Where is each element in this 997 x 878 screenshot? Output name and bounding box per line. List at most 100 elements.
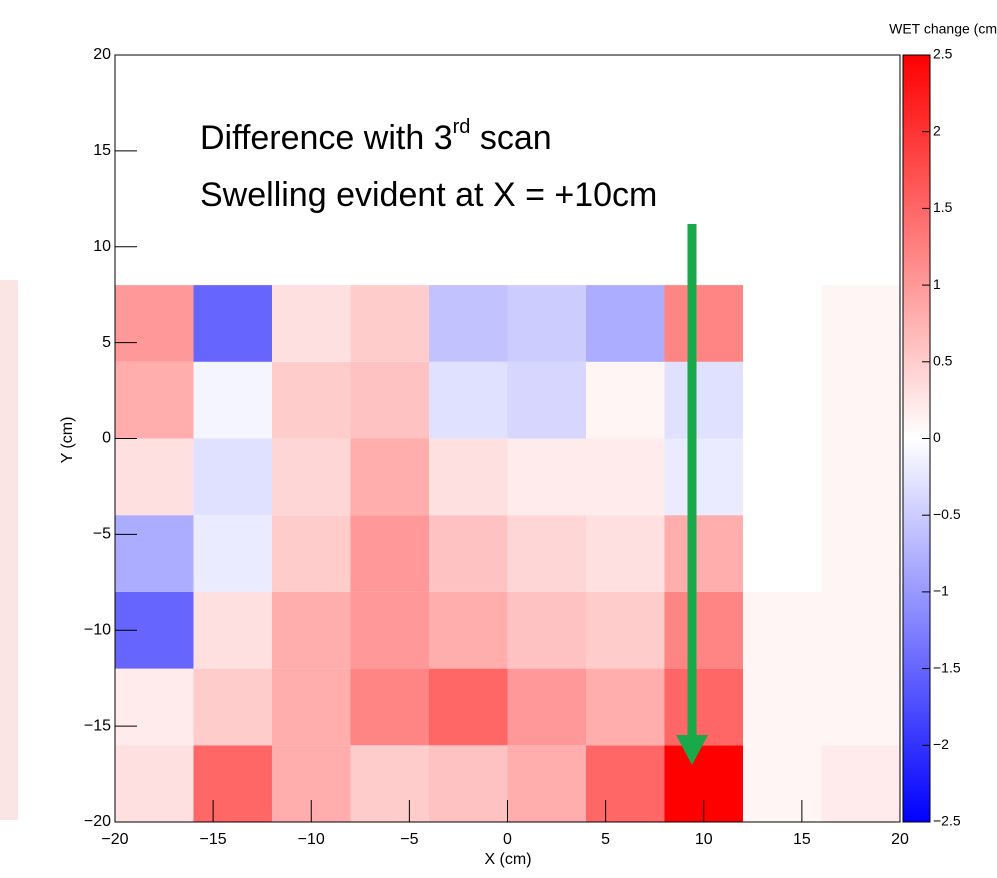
annotation-sup: rd (453, 116, 471, 138)
heat-cell (193, 361, 272, 439)
heat-cell (586, 591, 665, 669)
heat-cell (115, 361, 194, 439)
heat-cell (743, 438, 822, 516)
heat-cell (507, 285, 586, 362)
x-tick-label: 10 (695, 831, 713, 848)
heat-cell (507, 515, 586, 592)
heat-cell (429, 668, 508, 746)
heat-cell (821, 438, 900, 516)
annotation: Swelling evident at X = +10cm (200, 176, 657, 214)
heat-cell (429, 745, 508, 822)
heat-cell (586, 515, 665, 592)
heat-cell (664, 515, 743, 592)
heat-cell (115, 438, 194, 516)
heat-cell (821, 668, 900, 746)
heat-cell (664, 285, 743, 362)
heat-cell (272, 591, 351, 669)
colorbar-tick-label: 1 (933, 276, 941, 292)
y-tick-label: 15 (93, 142, 111, 159)
heat-cell (743, 591, 822, 669)
annotation-text: Difference with 3 (200, 119, 453, 157)
heat-cell (586, 745, 665, 822)
heat-cell (272, 361, 351, 439)
heat-cell (350, 745, 429, 822)
y-tick-label: −20 (84, 813, 111, 830)
heat-cell (350, 668, 429, 746)
y-axis-label: Y (cm) (59, 417, 76, 464)
heat-cell (821, 745, 900, 822)
heat-cell (272, 515, 351, 592)
heat-cell (115, 745, 194, 822)
y-tick-label: 10 (93, 238, 111, 255)
annotation-text: scan (470, 119, 551, 157)
heat-cell (429, 285, 508, 362)
y-tick-label: 5 (102, 334, 111, 351)
colorbar-tick-label: 0.5 (933, 353, 953, 369)
heat-cell (586, 361, 665, 439)
heat-cell (272, 285, 351, 362)
heat-cell (429, 361, 508, 439)
heat-cell (507, 438, 586, 516)
heat-cell (743, 285, 822, 362)
heat-cell (115, 515, 194, 592)
colorbar-label: WET change (cm (889, 21, 997, 37)
heat-cell (821, 515, 900, 592)
x-tick-label: 0 (503, 831, 512, 848)
heat-cell (507, 668, 586, 746)
heat-cell (272, 668, 351, 746)
heat-cell (429, 438, 508, 516)
heat-cell (429, 515, 508, 592)
y-tick-label: 20 (93, 46, 111, 63)
y-tick-label: −5 (93, 526, 111, 543)
heat-cell (743, 361, 822, 439)
heat-cell (664, 361, 743, 439)
colorbar-tick-label: 0 (933, 429, 941, 445)
y-tick-label: −15 (84, 717, 111, 734)
heat-cell (272, 438, 351, 516)
x-axis-label: X (cm) (484, 851, 531, 868)
x-tick-label: −15 (200, 831, 227, 848)
heat-cell (193, 438, 272, 516)
x-tick-label: −20 (101, 831, 128, 848)
heat-cell (821, 591, 900, 669)
heat-cell (507, 745, 586, 822)
heat-cell (193, 745, 272, 822)
colorbar-tick-label: −0.5 (933, 506, 961, 522)
arrow-head (676, 735, 708, 765)
heat-cell (664, 591, 743, 669)
heat-cell (350, 361, 429, 439)
heat-cell (350, 285, 429, 362)
x-tick-label: 5 (601, 831, 610, 848)
heat-cell (193, 668, 272, 746)
colorbar-tick-label: −2 (933, 736, 949, 752)
heat-cell (586, 285, 665, 362)
heat-cell (115, 668, 194, 746)
colorbar-tick-label: −1.5 (933, 659, 961, 675)
annotation: Difference with 3rd scan (200, 116, 552, 157)
x-tick-label: 15 (793, 831, 811, 848)
y-tick-label: −10 (84, 621, 111, 638)
heat-cell (350, 591, 429, 669)
heat-cell (664, 438, 743, 516)
x-tick-label: 20 (891, 831, 909, 848)
heat-cell (193, 285, 272, 362)
x-tick-label: −10 (298, 831, 325, 848)
heat-cell (743, 745, 822, 822)
heat-cell (586, 668, 665, 746)
heat-cell (743, 668, 822, 746)
heat-cell (350, 515, 429, 592)
colorbar-tick-label: −1 (933, 583, 949, 599)
colorbar-tick-label: 2 (933, 122, 941, 138)
heat-cell (115, 285, 194, 362)
heat-cell (507, 591, 586, 669)
y-tick-label: 0 (102, 430, 111, 447)
neighbor-panel-edge (0, 280, 18, 820)
heat-cell (507, 361, 586, 439)
heat-cell (821, 361, 900, 439)
heat-cell (193, 515, 272, 592)
colorbar-tick-label: 2.5 (933, 46, 953, 62)
colorbar-tick-label: −2.5 (933, 813, 961, 829)
heat-cell (429, 591, 508, 669)
heat-cell (350, 438, 429, 516)
heat-cell (193, 591, 272, 669)
